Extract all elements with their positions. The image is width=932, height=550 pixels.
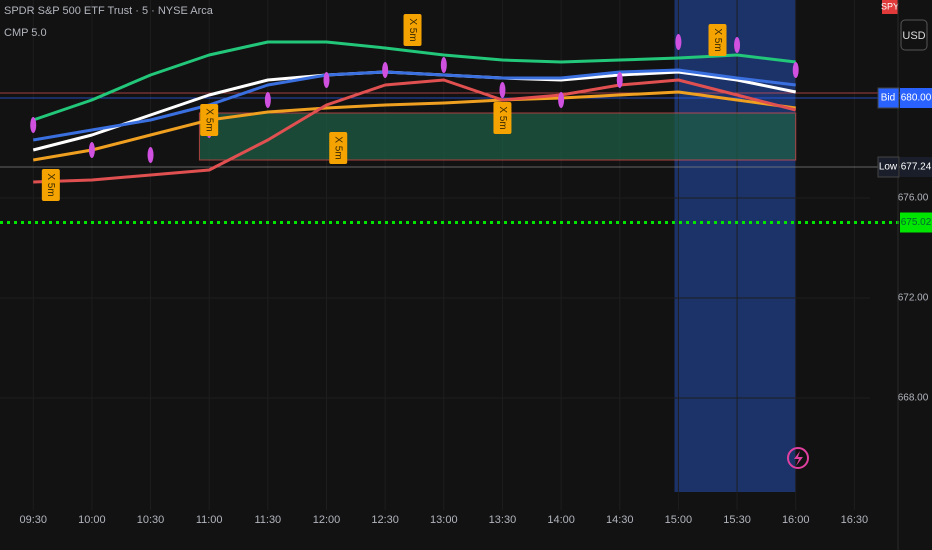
x-tick-label: 13:00 xyxy=(430,514,458,526)
x-tick-label: 16:30 xyxy=(841,514,869,526)
signal-marker xyxy=(200,104,219,136)
x-tick-label: 15:30 xyxy=(723,514,751,526)
plot-area: X 5m X 5m X 5m X 5m X 5m X 5m xyxy=(0,0,900,510)
psar-dot xyxy=(558,92,565,108)
indicator-label: CMP 5.0 xyxy=(4,27,47,39)
price-label: 675.02 xyxy=(901,217,932,228)
signal-label: X 5m xyxy=(204,108,215,131)
price-label-box xyxy=(900,212,932,233)
psar-dot xyxy=(323,72,330,88)
chart-title: SPDR S&P 500 ETF Trust · 5 · NYSE Arca xyxy=(4,5,214,17)
x-tick-label: 11:00 xyxy=(196,514,223,526)
psar-dot xyxy=(734,37,741,53)
y-tick-label: 668.00 xyxy=(898,393,929,404)
symbol-badge[interactable] xyxy=(882,0,898,14)
price-tag: Low xyxy=(879,162,898,173)
psar-dot xyxy=(440,57,447,73)
alert-icon[interactable] xyxy=(787,447,809,469)
x-tick-label: 13:30 xyxy=(489,514,517,526)
psar-dot xyxy=(792,62,799,78)
x-tick-label: 16:00 xyxy=(782,514,810,526)
price-label-box xyxy=(900,157,932,177)
price-label: 677.24 xyxy=(901,162,932,173)
currency: USD xyxy=(902,30,925,42)
y-tick-label: 672.00 xyxy=(898,293,929,304)
psar-dot xyxy=(616,72,623,88)
signal-marker xyxy=(41,169,60,201)
signal-marker xyxy=(493,102,512,134)
price-label-box xyxy=(900,88,932,108)
signal-marker xyxy=(708,24,727,56)
signal-marker xyxy=(329,132,348,164)
x-tick-label: 12:30 xyxy=(371,514,399,526)
price-label: 680.00 xyxy=(901,93,932,104)
x-tick-label: 15:00 xyxy=(665,514,693,526)
signal-label: X 5m xyxy=(407,18,418,41)
x-tick-label: 14:00 xyxy=(547,514,575,526)
signal-marker xyxy=(403,14,422,46)
price-tag-box xyxy=(877,87,900,109)
price-tag-box xyxy=(877,156,900,178)
psar-dot xyxy=(147,147,154,163)
psar-dot xyxy=(382,62,389,78)
x-tick-label: 12:00 xyxy=(313,514,341,526)
psar-dot xyxy=(88,142,95,158)
x-tick-label: 11:30 xyxy=(254,514,281,526)
signal-label: X 5m xyxy=(45,173,56,196)
x-tick-label: 14:30 xyxy=(606,514,634,526)
series-line xyxy=(32,68,796,142)
x-tick-label: 10:00 xyxy=(78,514,106,526)
currency-button[interactable] xyxy=(900,19,928,51)
x-tick-label: 10:30 xyxy=(137,514,165,526)
series-line xyxy=(33,78,797,184)
y-tick-label: 676.00 xyxy=(898,193,929,204)
lightning xyxy=(794,451,803,466)
signal-label: X 5m xyxy=(333,136,344,159)
psar-dot xyxy=(499,82,506,98)
psar-dot xyxy=(675,34,682,50)
series-line xyxy=(32,40,796,122)
psar-dot xyxy=(30,117,37,133)
signal-label: X 5m xyxy=(497,106,508,129)
price-tag: Bid xyxy=(881,93,895,104)
series-line xyxy=(32,90,796,162)
psar-dot xyxy=(264,92,271,108)
signal-label: X 5m xyxy=(712,28,723,51)
symbol: SPY xyxy=(881,1,899,11)
x-tick-label: 09:30 xyxy=(19,514,47,526)
